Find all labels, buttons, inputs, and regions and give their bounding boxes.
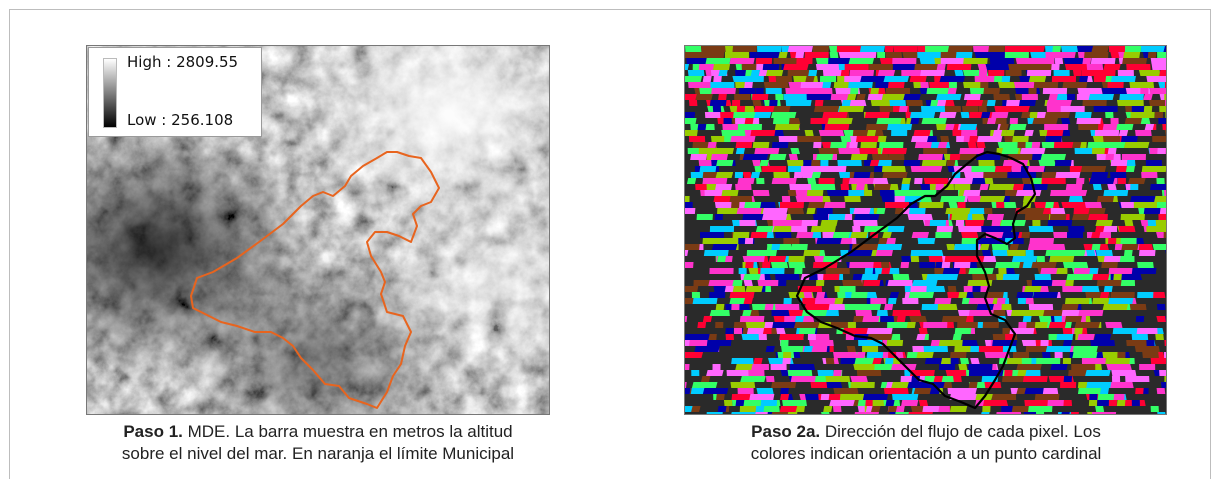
caption-step-1-bold: Paso 1. xyxy=(123,422,183,441)
caption-step-2a-line2: colores indican orientación a un punto c… xyxy=(636,443,1216,465)
caption-step-2a-line1: Paso 2a. Dirección del flujo de cada pix… xyxy=(636,421,1216,443)
legend-high-label: High : 2809.55 xyxy=(127,53,238,71)
caption-step-2a: Paso 2a. Dirección del flujo de cada pix… xyxy=(636,421,1216,465)
legend-low-label: Low : 256.108 xyxy=(127,111,233,129)
caption-step-1-text: MDE. La barra muestra en metros la altit… xyxy=(183,422,513,441)
flow-direction-map xyxy=(684,45,1167,415)
elevation-color-ramp xyxy=(103,58,117,128)
dem-legend: High : 2809.55 Low : 256.108 xyxy=(88,47,262,137)
caption-step-2a-bold: Paso 2a. xyxy=(751,422,820,441)
caption-step-1: Paso 1. MDE. La barra muestra en metros … xyxy=(40,421,596,465)
caption-step-2a-text: Dirección del flujo de cada pixel. Los xyxy=(820,422,1101,441)
caption-step-1-line1: Paso 1. MDE. La barra muestra en metros … xyxy=(40,421,596,443)
caption-step-1-line2: sobre el nivel del mar. En naranja el lí… xyxy=(40,443,596,465)
flow-direction-image xyxy=(685,46,1166,414)
